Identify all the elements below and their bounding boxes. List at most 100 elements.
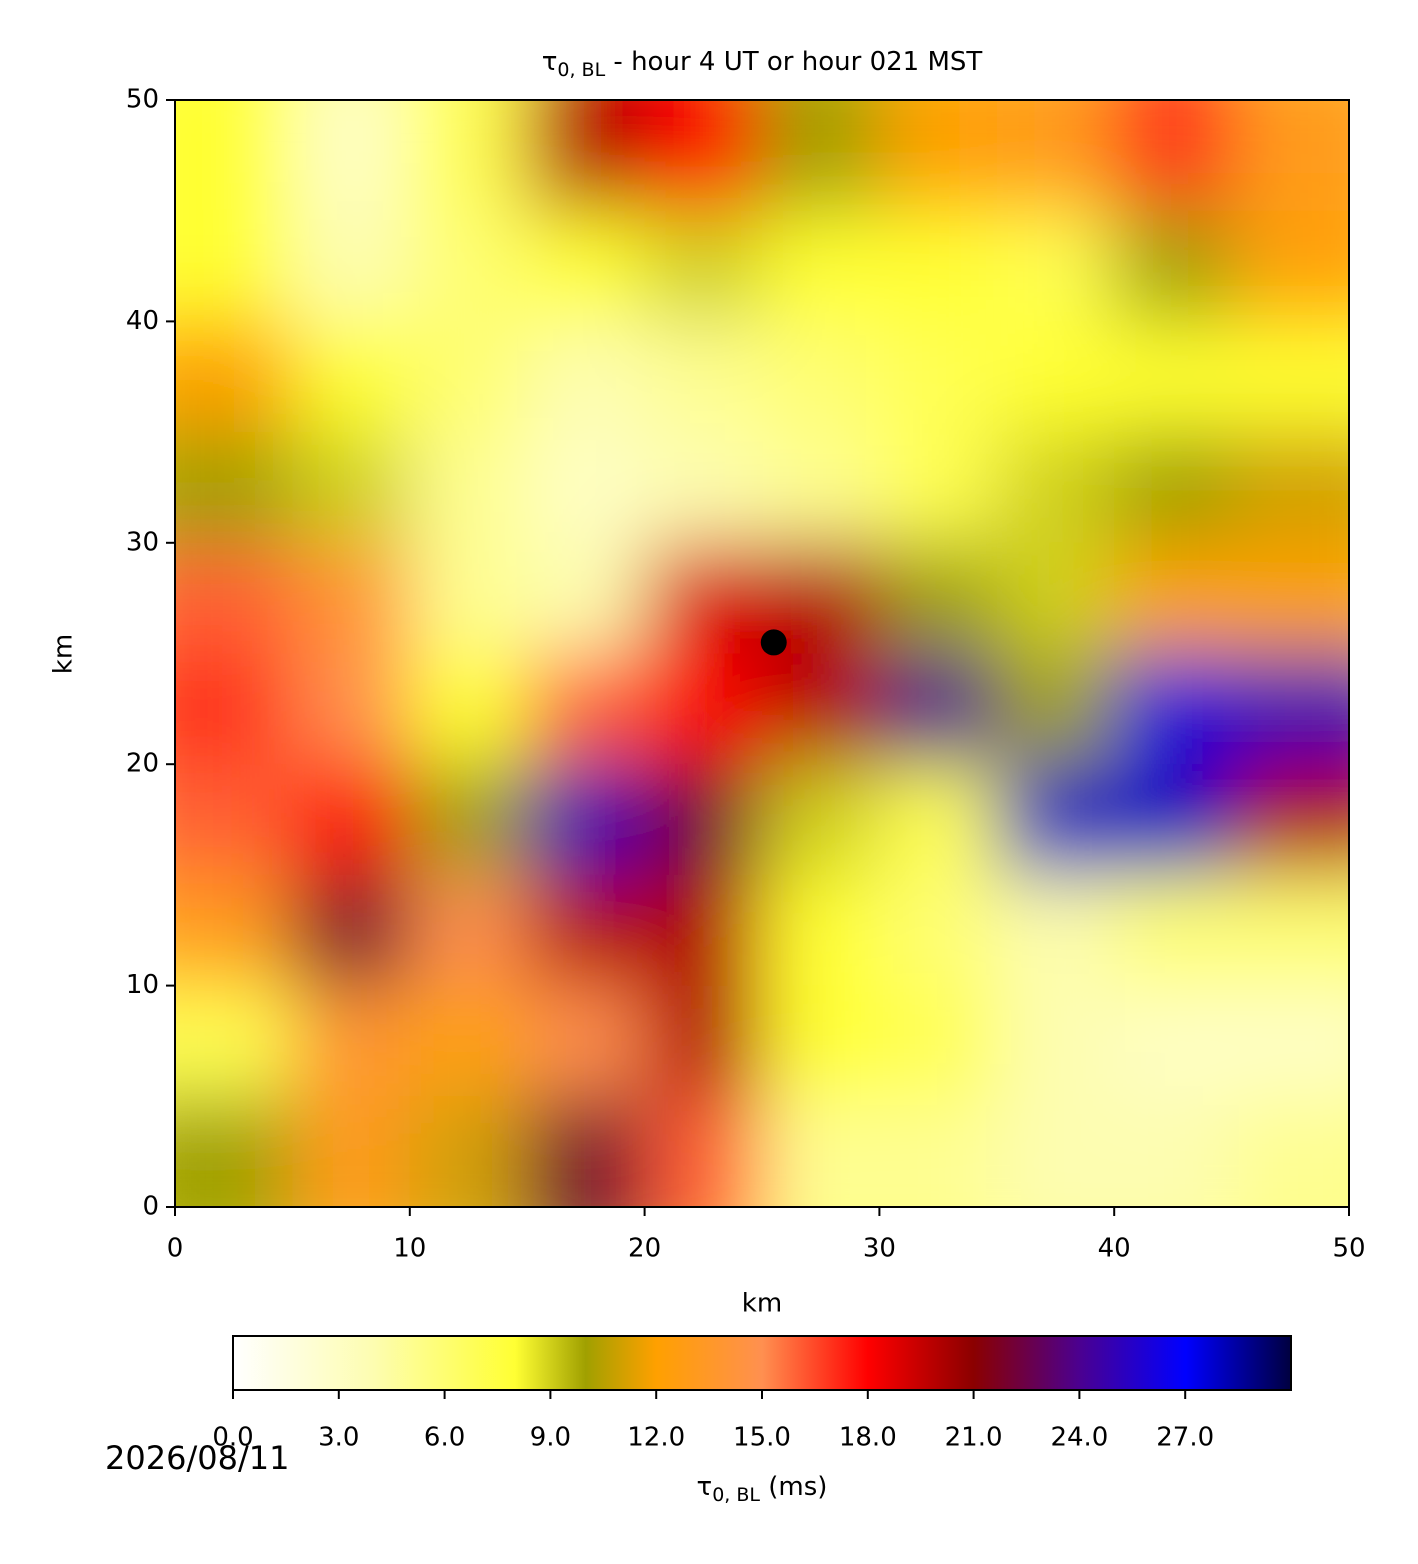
heatmap-cell (1231, 985, 1349, 1097)
heatmap-cell (175, 985, 293, 1097)
heatmap-cell (879, 321, 997, 433)
heatmap-cell (996, 542, 1115, 654)
heatmap-cell (879, 764, 997, 875)
heatmap-cell (996, 321, 1115, 433)
heatmap-cell (879, 210, 997, 322)
x-tick-label: 0 (167, 1234, 184, 1264)
heatmap-cell (879, 432, 997, 543)
heatmap-cell (644, 764, 762, 875)
chart-title: τ0, BL - hour 4 UT or hour 021 MST (542, 47, 983, 81)
title-symbol: τ (542, 47, 558, 77)
heatmap-cell (1114, 432, 1232, 543)
heatmap-cell (409, 432, 528, 543)
colorbar-tick-label: 24.0 (1050, 1423, 1108, 1453)
plot-frame (174, 99, 1350, 1208)
heatmap-cell (762, 764, 880, 875)
colorbar-text: (ms) (760, 1472, 827, 1502)
heatmap-cell (1114, 321, 1232, 433)
heatmap-cell (175, 1096, 293, 1207)
heatmap-cell (527, 432, 645, 543)
y-tick-label: 0 (142, 1192, 159, 1222)
y-axis-label: km (49, 634, 79, 674)
heatmap-cell (409, 1096, 528, 1207)
heatmap-cell (762, 985, 880, 1097)
date: 2026/08/11 (105, 1439, 289, 1477)
heatmap-cell (644, 321, 762, 433)
heatmap-cell (409, 542, 528, 654)
heatmap-cell (996, 1096, 1115, 1207)
heatmap-cell (292, 874, 410, 986)
x-axis-label: km (742, 1289, 782, 1319)
x-tick-label: 30 (863, 1234, 896, 1264)
heatmap-cell (644, 542, 762, 654)
heatmap-cell (879, 1096, 997, 1207)
heatmap-cell (996, 210, 1115, 322)
heatmap-cell (292, 432, 410, 543)
colorbar-label: τ0, BL (ms) (697, 1472, 828, 1506)
heatmap-cell (292, 542, 410, 654)
heatmap (175, 100, 1349, 1207)
heatmap-cell (1114, 1096, 1232, 1207)
heatmap-cell (879, 985, 997, 1097)
heatmap-cell (527, 874, 645, 986)
heatmap-cell (175, 653, 293, 765)
heatmap-cell (1231, 542, 1349, 654)
heatmap-cell (175, 321, 293, 433)
heatmap-cell (996, 100, 1115, 211)
heatmap-cell (527, 1096, 645, 1207)
colorbar-tick-label: 27.0 (1156, 1423, 1214, 1453)
heatmap-cell (1114, 542, 1232, 654)
heatmap-cell (292, 985, 410, 1097)
heatmap-cell (292, 653, 410, 765)
heatmap-cell (644, 210, 762, 322)
heatmap-cell (1114, 874, 1232, 986)
heatmap-cell (409, 874, 528, 986)
y-tick-label: 10 (126, 970, 159, 1000)
heatmap-cell (1114, 985, 1232, 1097)
heatmap-cell (1231, 210, 1349, 322)
heatmap-cell (409, 321, 528, 433)
heatmap-cell (644, 100, 762, 211)
heatmap-cell (292, 100, 410, 211)
heatmap-cell (879, 874, 997, 986)
heatmap-cell (762, 321, 880, 433)
heatmap-cell (644, 653, 762, 765)
heatmap-cell (1231, 1096, 1349, 1207)
colorbar-tick-label: 21.0 (945, 1423, 1003, 1453)
heatmap-cell (292, 764, 410, 875)
heatmap-cell (409, 210, 528, 322)
heatmap-cell (527, 210, 645, 322)
heatmap-cell (762, 432, 880, 543)
heatmap-cell (762, 100, 880, 211)
heatmap-cell (175, 542, 293, 654)
heatmap-cell (175, 210, 293, 322)
colorbar (232, 1335, 1292, 1391)
heatmap-cell (292, 1096, 410, 1207)
heatmap-cell (762, 1096, 880, 1207)
title-text: - hour 4 UT or hour 021 MST (605, 47, 982, 77)
x-tick-label: 50 (1332, 1234, 1365, 1264)
heatmap-cell (175, 432, 293, 543)
heatmap-cell (996, 874, 1115, 986)
colorbar-tick-label: 6.0 (424, 1423, 465, 1453)
colorbar-tick-label: 3.0 (318, 1423, 359, 1453)
colorbar-subscript: 0, BL (712, 1484, 760, 1506)
heatmap-cell (409, 764, 528, 875)
heatmap-cell (1114, 653, 1232, 765)
heatmap-cell (527, 542, 645, 654)
heatmap-cell (1231, 321, 1349, 433)
heatmap-cell (879, 542, 997, 654)
heatmap-cell (762, 210, 880, 322)
heatmap-cell (996, 985, 1115, 1097)
colorbar-tick-label: 18.0 (839, 1423, 897, 1453)
heatmap-cell (644, 432, 762, 543)
heatmap-cell (644, 985, 762, 1097)
heatmap-cell (996, 432, 1115, 543)
colorbar-tick-label: 9.0 (530, 1423, 571, 1453)
heatmap-cell (292, 321, 410, 433)
heatmap-cell (527, 653, 645, 765)
heatmap-cell (762, 653, 880, 765)
heatmap-cell (175, 764, 293, 875)
heatmap-cell (644, 1096, 762, 1207)
